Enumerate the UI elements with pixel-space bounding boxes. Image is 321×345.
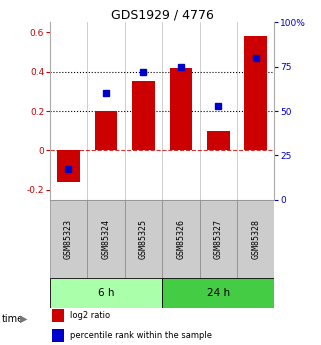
Text: time: time <box>2 314 24 324</box>
Title: GDS1929 / 4776: GDS1929 / 4776 <box>111 8 213 21</box>
Bar <box>50 278 162 308</box>
Bar <box>52 309 64 322</box>
Bar <box>200 199 237 278</box>
Text: ▶: ▶ <box>20 314 28 324</box>
Text: GSM85328: GSM85328 <box>251 219 260 259</box>
Text: log2 ratio: log2 ratio <box>70 311 110 320</box>
Text: 24 h: 24 h <box>207 288 230 298</box>
Text: GSM85327: GSM85327 <box>214 219 223 259</box>
Bar <box>207 131 230 150</box>
Text: GSM85323: GSM85323 <box>64 219 73 259</box>
Text: percentile rank within the sample: percentile rank within the sample <box>70 331 212 340</box>
Text: GSM85324: GSM85324 <box>101 219 110 259</box>
Bar <box>237 199 274 278</box>
Bar <box>87 199 125 278</box>
Bar <box>52 329 64 342</box>
Bar <box>162 199 200 278</box>
Bar <box>95 111 117 150</box>
Bar <box>245 36 267 150</box>
Bar <box>169 68 192 150</box>
Text: GSM85325: GSM85325 <box>139 219 148 259</box>
Bar <box>57 150 80 182</box>
Bar <box>50 199 87 278</box>
Bar <box>125 199 162 278</box>
Text: GSM85326: GSM85326 <box>176 219 185 259</box>
Bar <box>132 81 155 150</box>
Bar <box>162 278 274 308</box>
Text: 6 h: 6 h <box>98 288 114 298</box>
